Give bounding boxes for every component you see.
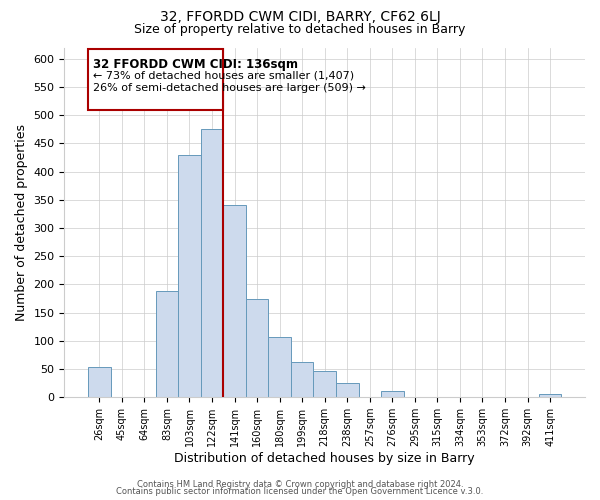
- Bar: [155, 291, 178, 397]
- Bar: [336, 383, 359, 397]
- Text: Size of property relative to detached houses in Barry: Size of property relative to detached ho…: [134, 22, 466, 36]
- X-axis label: Distribution of detached houses by size in Barry: Distribution of detached houses by size …: [175, 452, 475, 465]
- Bar: [539, 394, 562, 397]
- Bar: [201, 130, 223, 397]
- Bar: [313, 372, 336, 397]
- Text: Contains public sector information licensed under the Open Government Licence v.: Contains public sector information licen…: [116, 488, 484, 496]
- Bar: [291, 362, 313, 397]
- Bar: [381, 391, 404, 397]
- Y-axis label: Number of detached properties: Number of detached properties: [15, 124, 28, 321]
- Bar: [223, 206, 246, 397]
- Bar: [268, 337, 291, 397]
- Bar: [88, 49, 223, 110]
- Bar: [178, 154, 201, 397]
- Text: 26% of semi-detached houses are larger (509) →: 26% of semi-detached houses are larger (…: [92, 83, 365, 93]
- Bar: [88, 368, 110, 397]
- Bar: [246, 298, 268, 397]
- Text: 32, FFORDD CWM CIDI, BARRY, CF62 6LJ: 32, FFORDD CWM CIDI, BARRY, CF62 6LJ: [160, 10, 440, 24]
- Text: 32 FFORDD CWM CIDI: 136sqm: 32 FFORDD CWM CIDI: 136sqm: [92, 58, 298, 70]
- Text: Contains HM Land Registry data © Crown copyright and database right 2024.: Contains HM Land Registry data © Crown c…: [137, 480, 463, 489]
- Text: ← 73% of detached houses are smaller (1,407): ← 73% of detached houses are smaller (1,…: [92, 70, 353, 81]
